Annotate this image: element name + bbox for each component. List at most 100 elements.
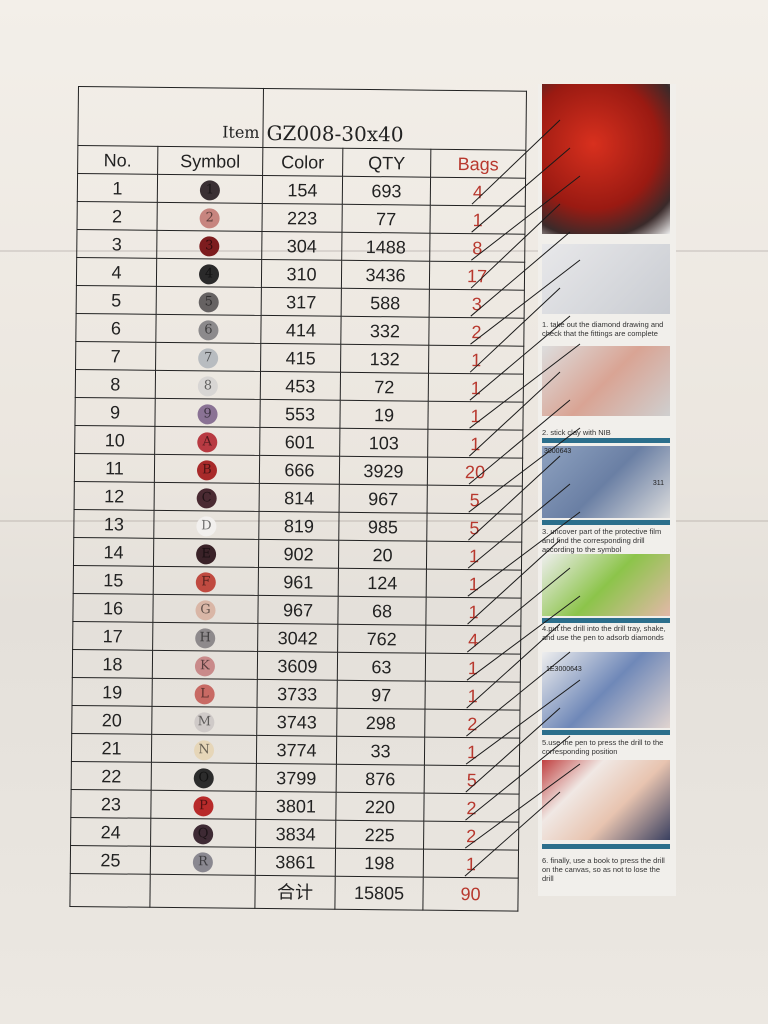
row-qty: 72 — [340, 372, 429, 402]
row-color: 453 — [260, 371, 341, 401]
row-symbol: 7 — [155, 342, 261, 372]
row-no: 25 — [70, 845, 151, 875]
row-no: 1 — [77, 173, 158, 203]
row-bags: 2 — [423, 821, 519, 851]
row-bags: 5 — [427, 485, 523, 515]
row-bags: 1 — [429, 205, 526, 235]
row-color: 961 — [258, 567, 339, 597]
row-color: 3801 — [255, 791, 337, 821]
row-symbol: Q — [150, 818, 256, 848]
divider-bar — [542, 844, 670, 849]
total-bags: 90 — [422, 877, 519, 912]
step-3-caption: 3. uncover part of the protective film a… — [542, 527, 662, 554]
row-color: 814 — [259, 483, 340, 513]
row-color: 154 — [262, 175, 343, 205]
symbol-badge: B — [196, 459, 218, 480]
row-color: 819 — [258, 511, 340, 541]
row-bags: 1 — [425, 653, 521, 683]
row-symbol: R — [150, 846, 256, 876]
row-symbol: 5 — [156, 286, 262, 316]
symbol-badge: E — [196, 543, 217, 564]
row-bags: 4 — [430, 177, 526, 207]
header-bags: Bags — [430, 149, 526, 179]
row-qty: 3929 — [339, 456, 428, 486]
symbol-badge: A — [197, 431, 218, 452]
row-color: 3774 — [256, 735, 337, 765]
row-symbol: 6 — [155, 314, 262, 344]
row-qty: 3436 — [341, 260, 430, 290]
row-bags: 20 — [427, 457, 523, 487]
symbol-badge: 3 — [199, 235, 220, 256]
row-bags: 1 — [424, 737, 520, 767]
step2-image — [542, 346, 670, 416]
row-symbol: H — [152, 622, 258, 652]
item-label: Item — [77, 86, 264, 148]
row-bags: 2 — [424, 709, 521, 739]
row-color: 3861 — [255, 847, 336, 877]
divider-bar — [542, 618, 670, 623]
row-qty: 20 — [338, 540, 427, 570]
row-qty: 68 — [337, 596, 427, 626]
row-no: 10 — [74, 425, 155, 455]
step-2-caption: 2. stick clay with NIB — [542, 428, 611, 437]
symbol-badge: 4 — [198, 263, 220, 284]
row-symbol: G — [152, 594, 259, 624]
row-symbol: M — [151, 706, 258, 736]
total-qty: 15805 — [334, 876, 424, 911]
divider-bar — [542, 730, 670, 735]
row-no: 23 — [70, 789, 152, 819]
row-color: 3743 — [256, 707, 338, 737]
symbol-badge: K — [194, 655, 216, 676]
row-qty: 693 — [342, 176, 431, 206]
total-label: 合计 — [254, 875, 336, 910]
symbol-badge: 9 — [197, 403, 218, 424]
row-qty: 19 — [339, 400, 429, 430]
row-symbol: 8 — [155, 370, 261, 400]
item-code: GZ008-30x40 — [262, 88, 527, 151]
row-symbol: E — [153, 538, 259, 568]
row-color: 3834 — [255, 819, 336, 849]
paper-fold — [0, 250, 768, 252]
row-bags: 5 — [426, 513, 523, 543]
row-qty: 97 — [337, 680, 426, 710]
image-label: 1E3000643 — [546, 666, 582, 673]
item-row: Item GZ008-30x40 — [77, 86, 527, 151]
row-no: 2 — [76, 201, 158, 231]
row-symbol: A — [154, 426, 260, 456]
row-no: 24 — [70, 817, 151, 847]
step-5-caption: 5.use the pen to press the drill to the … — [542, 738, 664, 756]
symbol-badge: 8 — [197, 375, 218, 396]
instructions-panel: 1. take out the diamond drawing and chec… — [538, 84, 676, 896]
header-qty: QTY — [342, 148, 431, 178]
row-qty: 198 — [335, 848, 424, 878]
total-empty — [149, 874, 256, 909]
row-color: 902 — [258, 539, 339, 569]
symbol-badge: G — [195, 599, 216, 620]
row-color: 3799 — [256, 763, 337, 793]
step6-image — [542, 760, 670, 840]
paper-fold — [0, 520, 768, 522]
color-chart-table: Item GZ008-30x40 No. Symbol Color QTY Ba… — [69, 86, 527, 912]
row-no: 7 — [75, 341, 156, 371]
row-qty: 876 — [336, 764, 425, 794]
total-empty — [69, 873, 151, 908]
row-no: 12 — [74, 481, 155, 511]
row-color: 553 — [259, 399, 341, 429]
row-qty: 588 — [341, 288, 430, 318]
symbol-badge: P — [193, 795, 214, 816]
symbol-badge: D — [196, 515, 217, 536]
row-bags: 1 — [427, 429, 523, 459]
row-no: 14 — [73, 537, 154, 567]
row-symbol: L — [152, 678, 258, 708]
row-bags: 3 — [429, 289, 525, 319]
row-qty: 63 — [337, 652, 426, 682]
header-symbol: Symbol — [157, 146, 263, 176]
row-symbol: F — [153, 566, 259, 596]
total-row: 合计 15805 90 — [69, 873, 519, 912]
row-color: 3042 — [257, 623, 338, 653]
row-symbol: D — [153, 510, 260, 540]
row-qty: 77 — [341, 204, 431, 234]
step-4-caption: 4.put the drill into the drill tray, sha… — [542, 624, 666, 642]
symbol-badge: F — [195, 571, 216, 592]
row-bags: 1 — [425, 597, 522, 627]
